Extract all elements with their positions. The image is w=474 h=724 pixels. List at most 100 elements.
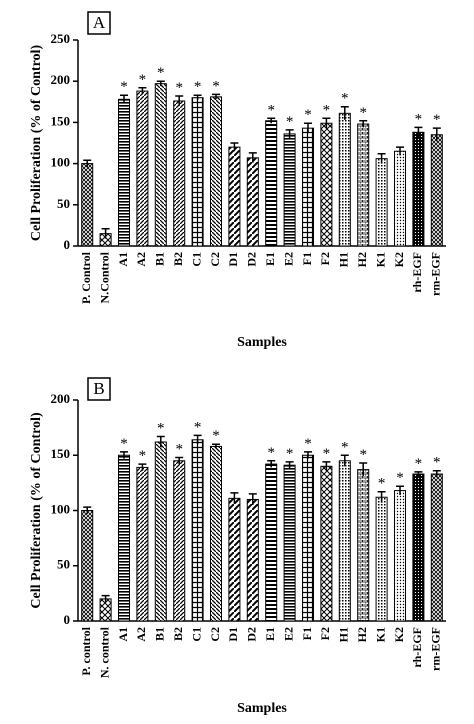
error-bar — [83, 159, 92, 167]
x-axis-title: Samples — [237, 335, 287, 350]
y-tick-label: 100 — [51, 501, 71, 516]
x-tick-label: B2 — [171, 252, 185, 266]
x-tick-label: A1 — [116, 627, 130, 642]
error-bar — [340, 105, 349, 120]
y-tick-label: 0 — [64, 237, 71, 252]
error-bar — [248, 493, 257, 505]
bar — [375, 158, 388, 247]
x-tick-label: H1 — [337, 627, 351, 642]
panel-label: A — [93, 13, 106, 32]
error-bar — [175, 95, 184, 106]
error-bar — [322, 117, 331, 129]
x-tick-label: D2 — [245, 627, 259, 642]
bar — [209, 96, 223, 247]
panel-box — [87, 377, 111, 401]
bar — [228, 146, 241, 247]
significance-marker: * — [212, 428, 220, 444]
significance-marker: * — [433, 455, 441, 471]
x-tick-label: K2 — [392, 252, 406, 267]
error-bar — [267, 460, 276, 468]
significance-marker: * — [415, 111, 423, 127]
error-bar — [138, 87, 147, 95]
bar — [412, 131, 425, 247]
panel-label: B — [93, 379, 104, 398]
bar — [301, 127, 315, 247]
significance-marker: * — [139, 448, 147, 464]
error-bar — [193, 434, 202, 445]
significance-marker: * — [378, 476, 386, 492]
significance-marker: * — [120, 436, 128, 452]
significance-marker: * — [304, 107, 312, 123]
significance-marker: * — [286, 446, 294, 462]
bar — [117, 98, 131, 247]
error-bar — [212, 443, 220, 449]
y-tick-label: 0 — [64, 612, 71, 627]
bar — [265, 463, 278, 622]
y-tick-label: 50 — [57, 557, 70, 572]
error-bar — [285, 129, 294, 139]
error-bar — [101, 227, 110, 239]
bar — [246, 157, 259, 247]
significance-marker: * — [157, 65, 165, 81]
x-tick-label: D2 — [245, 252, 259, 267]
significance-marker: * — [267, 102, 275, 118]
x-tick-label: B1 — [153, 252, 167, 266]
panel-box — [87, 11, 111, 35]
error-bar — [432, 469, 441, 478]
bar — [173, 460, 186, 622]
x-tick-label: H2 — [355, 252, 369, 267]
error-bar — [212, 93, 220, 100]
x-tick-label: P. control — [79, 626, 93, 675]
bar — [357, 469, 370, 622]
y-axis-title: Cell Proliferation (% of Control) — [29, 412, 44, 609]
error-bar — [267, 117, 276, 124]
x-tick-label: D1 — [226, 252, 240, 267]
error-bar — [193, 94, 202, 101]
error-bar — [120, 451, 128, 459]
significance-marker: * — [212, 78, 220, 94]
error-bar — [230, 142, 239, 152]
significance-marker: * — [175, 80, 183, 96]
significance-marker: * — [396, 470, 404, 486]
x-tick-label: E1 — [263, 252, 277, 266]
x-tick-label: K2 — [392, 627, 406, 642]
x-tick-label: A1 — [116, 252, 130, 267]
x-tick-label: F1 — [300, 627, 314, 640]
y-tick-label: 50 — [57, 196, 70, 211]
x-tick-label: K1 — [373, 627, 387, 642]
bar — [393, 490, 407, 622]
x-tick-label: C1 — [189, 252, 203, 267]
error-bar — [156, 80, 165, 87]
x-tick-label: N. control — [97, 626, 111, 678]
bar — [191, 97, 204, 247]
error-bar — [83, 506, 92, 514]
x-tick-label: A2 — [134, 627, 148, 642]
bar — [154, 441, 167, 622]
x-tick-label: F1 — [300, 252, 314, 265]
error-bar — [304, 451, 312, 459]
error-bar — [101, 594, 110, 603]
x-tick-label: C1 — [189, 627, 203, 642]
bar — [81, 163, 94, 247]
error-bar — [396, 485, 404, 496]
bar — [265, 120, 278, 247]
y-tick-label: 100 — [51, 155, 71, 170]
significance-marker: * — [194, 419, 202, 435]
significance-marker: * — [323, 102, 331, 118]
error-bar — [414, 471, 423, 477]
significance-marker: * — [267, 445, 275, 461]
x-tick-label: P. Control — [79, 251, 93, 304]
x-tick-label: E2 — [281, 627, 295, 641]
bar — [357, 123, 370, 247]
y-tick-label: 150 — [51, 113, 71, 128]
x-tick-label: C2 — [208, 627, 222, 642]
x-tick-label: B2 — [171, 627, 185, 641]
bar — [81, 510, 94, 622]
x-tick-label: D1 — [226, 627, 240, 642]
bar — [191, 439, 204, 622]
x-tick-label: B1 — [153, 627, 167, 641]
error-bar — [396, 146, 404, 156]
x-tick-label: E2 — [281, 252, 295, 266]
error-bar — [138, 463, 147, 471]
error-bar — [322, 461, 331, 471]
